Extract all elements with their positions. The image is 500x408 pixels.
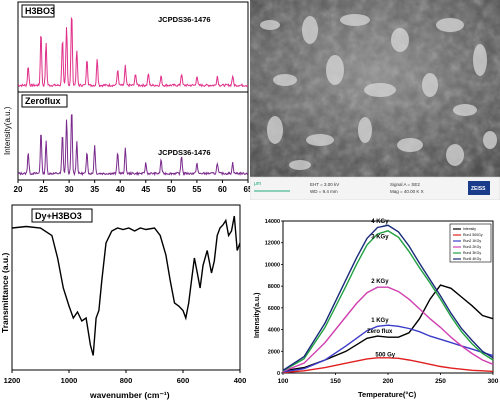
ftir-panel: Dy+H3BO3 Transmittance (a.u.) 1200 1000 80… — [0, 203, 250, 403]
xrd-zeroflux-series — [17, 114, 249, 177]
tl-chart: 0 2000 4000 6000 8000 10000 12000 14000 100 150 2… — [254, 219, 499, 399]
ftir-x-tick-label: 1000 — [61, 376, 78, 385]
xrd-bottom-label: Zeroflux — [25, 96, 61, 106]
tl-y-tick-label: 12000 — [265, 241, 280, 247]
tl-legend-entry: Run2 1KGy — [463, 239, 481, 243]
ftir-x-axis: 1200 1000 800 600 400 — [4, 370, 247, 385]
ftir-series — [11, 215, 241, 356]
sem-eht: EHT = 3.00 kV — [310, 182, 339, 187]
xrd-x-tick-label: 40 — [116, 185, 125, 194]
tl-x-tick-label: 300 — [488, 378, 499, 385]
tl-series-line — [282, 230, 494, 372]
tl-x-axis: 100 150 200 250 300 — [278, 373, 499, 385]
tl-annotation: 1 KGy — [371, 318, 389, 324]
tl-x-tick-label: 200 — [383, 378, 394, 385]
ftir-x-tick-label: 600 — [177, 376, 190, 385]
xrd-top-label-box — [21, 4, 55, 18]
xrd-top-frame — [17, 1, 249, 93]
xrd-x-tick-label: 55 — [192, 185, 201, 194]
tl-annotation: Zero flux — [367, 329, 393, 335]
sem-mag: Mag = 40.00 K X — [390, 189, 424, 194]
ftir-label: Dy+H3BO3 — [35, 211, 82, 221]
ftir-frame — [11, 204, 241, 371]
sem-scale-unit: μm — [254, 181, 261, 187]
tl-y-tick-label: 14000 — [265, 219, 280, 225]
tl-legend-entry: Intensity — [463, 227, 476, 231]
tl-ylabel: Intensity(a.u.) — [254, 292, 261, 338]
xrd-top-label: H3BO3 — [25, 6, 55, 16]
ftir-x-tick-label: 1200 — [4, 376, 21, 385]
tl-y-tick-label: 8000 — [268, 284, 280, 290]
tl-legend-entry: Run1 500Gy — [463, 233, 483, 237]
tl-x-tick-label: 250 — [435, 378, 446, 385]
tl-series-line — [282, 286, 494, 373]
xrd-ref-bottom: JCPDS36-1476 — [158, 148, 211, 157]
xrd-x-tick-label: 20 — [14, 185, 23, 194]
xrd-ref-top: JCPDS36-1476 — [158, 15, 211, 24]
tl-legend-entry: Run3 2KGy — [463, 245, 481, 249]
ftir-x-tick-label: 800 — [120, 376, 133, 385]
zeiss-logo-text: ZEISS — [471, 186, 486, 192]
tl-annotation: 500 Gy — [375, 353, 395, 359]
tl-y-tick-label: 2000 — [268, 349, 280, 355]
tl-legend: Intensity Run1 500Gy Run2 1KGy Run3 2KGy Run… — [449, 223, 492, 263]
xrd-x-tick-label: 50 — [167, 185, 176, 194]
tl-y-tick-label: 0 — [277, 371, 280, 377]
xrd-x-axis: 20 25 30 35 40 45 50 55 60 65 — [14, 180, 253, 194]
ftir-ylabel: Transmittance (a.u.) — [0, 253, 10, 333]
tl-x-tick-label: 150 — [330, 378, 341, 385]
sem-wd: WD = 9.4 mm — [310, 189, 338, 194]
tl-x-tick-label: 100 — [278, 378, 289, 385]
tl-legend-entry: Run5 4KGy — [463, 257, 481, 261]
tl-annotation: 4 KGy — [371, 219, 389, 225]
tl-y-tick-label: 6000 — [268, 306, 280, 312]
xrd-h3bo3-series — [17, 16, 249, 88]
tl-annotation: 3 KGy — [371, 234, 389, 240]
tl-legend-entry: Run4 3KGy — [463, 251, 481, 255]
sem-info-bar — [249, 176, 500, 201]
sem-grains — [260, 14, 497, 170]
tl-series-line — [282, 357, 494, 374]
tl-series-line — [282, 224, 494, 371]
xrd-x-tick-label: 30 — [65, 185, 74, 194]
tl-annotations: 4 KGy 3 KGy 2 KGy 1 KGy Zero flux 500 Gy — [367, 219, 396, 359]
ftir-label-box — [31, 208, 93, 223]
xrd-x-tick-label: 60 — [218, 185, 227, 194]
ftir-xlabel: wavenumber (cm⁻¹) — [89, 390, 170, 400]
tl-y-tick-label: 10000 — [265, 262, 280, 268]
tl-annotation: 2 KGy — [371, 279, 389, 285]
tl-series-line — [282, 284, 494, 372]
xrd-ylabel: Intensity(a.u.) — [3, 106, 12, 155]
tl-legend-box — [449, 223, 492, 263]
ftir-chart: Dy+H3BO3 Transmittance (a.u.) 1200 1000 80… — [0, 204, 247, 400]
xrd-x-tick-label: 45 — [141, 185, 150, 194]
tl-y-tick-label: 4000 — [268, 328, 280, 334]
tl-series-group — [282, 224, 494, 374]
xrd-x-tick-label: 65 — [244, 185, 250, 194]
sem-signal: Signal A = SE2 — [390, 182, 420, 187]
tl-y-axis: 0 2000 4000 6000 8000 10000 12000 14000 — [265, 219, 283, 377]
xrd-bottom-label-box — [21, 94, 68, 108]
xrd-panel: H3BO3 JCPDS36-1476 Zeroflux JCPDS36-1476… — [0, 0, 253, 200]
sem-image: μm EHT = 3.00 kV WD = 9.4 mm Signal A = … — [249, 0, 500, 201]
xrd-x-tick-label: 35 — [90, 185, 99, 194]
ftir-x-tick-label: 400 — [234, 376, 247, 385]
tl-panel: 0 2000 4000 6000 8000 10000 12000 14000 100 150 2… — [250, 203, 500, 403]
zeiss-logo — [468, 181, 490, 195]
xrd-chart: H3BO3 JCPDS36-1476 Zeroflux JCPDS36-1476… — [3, 1, 253, 194]
tl-xlabel: Temperature(°C) — [358, 390, 417, 399]
sem-panel: μm EHT = 3.00 kV WD = 9.4 mm Signal A = … — [249, 0, 500, 201]
xrd-x-tick-label: 25 — [39, 185, 48, 194]
